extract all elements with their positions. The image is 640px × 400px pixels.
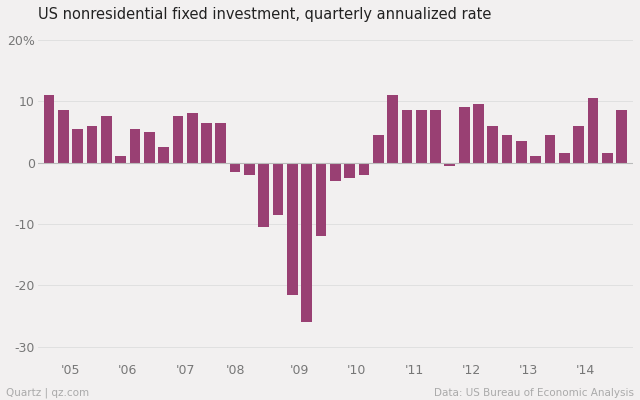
Bar [430, 110, 441, 162]
Bar [216, 122, 226, 162]
Bar [187, 113, 198, 162]
Bar [459, 107, 470, 162]
Bar [230, 162, 241, 172]
Bar [373, 135, 383, 162]
Bar [287, 162, 298, 295]
Text: Quartz | qz.com: Quartz | qz.com [6, 388, 90, 398]
Text: Data: US Bureau of Economic Analysis: Data: US Bureau of Economic Analysis [434, 388, 634, 398]
Bar [545, 135, 556, 162]
Bar [259, 162, 269, 227]
Bar [201, 122, 212, 162]
Bar [573, 126, 584, 162]
Bar [115, 156, 126, 162]
Bar [588, 98, 598, 162]
Bar [488, 126, 498, 162]
Bar [144, 132, 155, 162]
Bar [101, 116, 111, 162]
Bar [473, 104, 484, 162]
Bar [72, 129, 83, 162]
Bar [173, 116, 183, 162]
Bar [358, 162, 369, 175]
Bar [158, 147, 169, 162]
Text: US nonresidential fixed investment, quarterly annualized rate: US nonresidential fixed investment, quar… [38, 7, 491, 22]
Bar [86, 126, 97, 162]
Bar [616, 110, 627, 162]
Bar [330, 162, 340, 181]
Bar [344, 162, 355, 178]
Bar [516, 141, 527, 162]
Bar [602, 153, 612, 162]
Bar [416, 110, 427, 162]
Bar [559, 153, 570, 162]
Bar [401, 110, 412, 162]
Bar [316, 162, 326, 236]
Bar [502, 135, 513, 162]
Bar [301, 162, 312, 322]
Bar [387, 95, 398, 162]
Bar [273, 162, 284, 215]
Bar [44, 95, 54, 162]
Bar [244, 162, 255, 175]
Bar [444, 162, 455, 166]
Bar [129, 129, 140, 162]
Bar [531, 156, 541, 162]
Bar [58, 110, 68, 162]
